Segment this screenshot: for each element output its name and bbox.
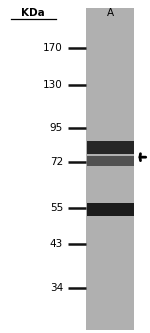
Bar [87, 203, 134, 216]
Text: 95: 95 [50, 123, 63, 133]
Text: KDa: KDa [21, 8, 45, 18]
Bar [86, 8, 134, 330]
Text: 43: 43 [50, 239, 63, 249]
Text: 170: 170 [43, 43, 63, 53]
Text: A: A [107, 8, 114, 18]
Text: 72: 72 [50, 157, 63, 166]
Text: 34: 34 [50, 283, 63, 293]
Text: 55: 55 [50, 203, 63, 213]
Bar [87, 141, 134, 154]
Bar [87, 156, 134, 166]
Text: 130: 130 [43, 80, 63, 90]
